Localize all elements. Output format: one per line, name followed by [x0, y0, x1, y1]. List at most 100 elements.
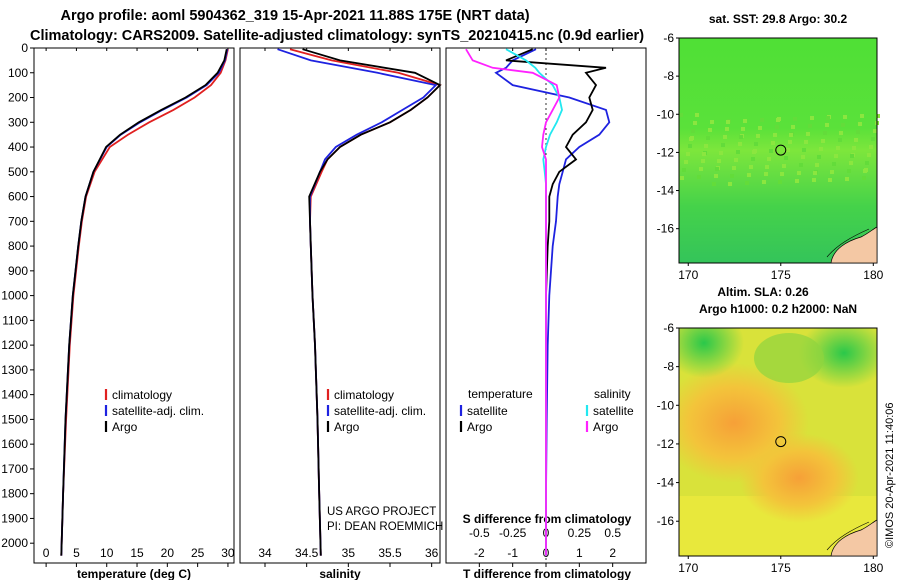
x-tick-label: 35 [342, 546, 356, 560]
sst-texture-cell [841, 123, 845, 127]
sst-texture-cell [869, 145, 873, 149]
sla-map-land [830, 519, 878, 557]
y-tick-label: 100 [8, 66, 28, 80]
sst-texture-cell [876, 114, 880, 118]
sst-texture-cell [743, 119, 747, 123]
sst-texture-cell [679, 113, 683, 117]
x2-tick-label: 0.5 [604, 526, 621, 540]
x-tick-label: -2 [474, 546, 485, 560]
sst-texture-cell [688, 144, 692, 148]
imos-watermark: ©IMOS 20-Apr-2021 11:40:06 [884, 403, 896, 548]
difference-series-salinity-argo [465, 48, 561, 556]
sst-texture-cell [778, 180, 782, 184]
y-tick-label: 1000 [1, 289, 28, 303]
map-y-tick-label: -14 [657, 476, 675, 490]
sst-texture-cell [780, 172, 784, 176]
x2-tick-label: -0.25 [499, 526, 527, 540]
sst-texture-cell [758, 126, 762, 130]
sst-texture-cell [776, 118, 780, 122]
map-y-tick-label: -16 [657, 222, 675, 236]
sst-texture-cell [760, 118, 764, 122]
sla-low-blob [679, 328, 744, 378]
sst-texture-cell [765, 165, 769, 169]
sst-texture-cell [738, 142, 742, 146]
sst-map-title: sat. SST: 29.8 Argo: 30.2 [709, 12, 848, 26]
map-y-tick-label: -16 [657, 514, 675, 528]
sla-map-argo-marker [775, 436, 787, 448]
sst-texture-cell [847, 169, 851, 173]
salinity-legend-2-label: Argo [334, 420, 360, 434]
sst-texture-cell [865, 161, 869, 165]
sst-texture-cell [717, 159, 721, 163]
sst-map-reef-outline [826, 228, 870, 258]
x-tick-label: 1 [576, 546, 583, 560]
x2-tick-label: -0.5 [469, 526, 490, 540]
sst-texture-cell [773, 133, 777, 137]
sla-map-panel: Altim. SLA: 0.26 Argo h1000: 0.2 h2000: N… [657, 285, 884, 575]
sst-texture-cell [854, 138, 858, 142]
sst-texture-cell [863, 169, 867, 173]
sst-texture-cell [693, 121, 697, 125]
map-y-tick-label: -10 [657, 107, 675, 121]
map-y-tick-label: -10 [657, 398, 675, 412]
sst-texture-cell [686, 152, 690, 156]
map-x-tick-label: 180 [863, 561, 883, 575]
sst-texture-cell [732, 166, 736, 170]
y-tick-label: 300 [8, 115, 28, 129]
x-tick-label: -1 [507, 546, 518, 560]
sst-texture-cell [860, 114, 864, 118]
temperature-panel: 0100200300400500600700800900100011001200… [1, 41, 235, 580]
sst-texture-cell [813, 171, 817, 175]
y-tick-label: 1600 [1, 437, 28, 451]
sst-texture-cell [752, 150, 756, 154]
sst-texture-cell [828, 178, 832, 182]
sst-texture-cell [856, 130, 860, 134]
sla-map-title-line1: Altim. SLA: 0.26 [717, 285, 809, 299]
sst-texture-cell [786, 148, 790, 152]
temperature-panel-frame [33, 47, 235, 564]
sst-texture-cell [762, 180, 766, 184]
sst-texture-cell [689, 137, 693, 141]
sst-texture-cell [873, 129, 877, 133]
temperature-series-climatology [60, 49, 229, 556]
x-tick-label: 20 [161, 546, 175, 560]
sst-texture-cell [867, 153, 871, 157]
sst-texture-cell [845, 177, 849, 181]
sst-texture-cell [749, 165, 753, 169]
map-y-tick-label: -6 [663, 321, 674, 335]
map-y-tick-label: -6 [663, 31, 674, 45]
sst-texture-cell [682, 168, 686, 172]
map-x-tick-label: 170 [678, 561, 698, 575]
sst-texture-cell [830, 170, 834, 174]
y-tick-label: 0 [21, 41, 28, 55]
x-tick-label: 36 [425, 546, 439, 560]
sst-texture-cell [862, 176, 866, 180]
sla-low-blob-2 [799, 328, 877, 388]
sla-field-group [679, 328, 877, 556]
sst-texture-cell [806, 132, 810, 136]
sst-texture-cell [782, 164, 786, 168]
sst-texture-cell [821, 139, 825, 143]
temperature-legend-0-label: climatology [112, 388, 172, 402]
sla-map-reef-outline [826, 521, 870, 551]
salinity-series-satellite-adj-clim- [277, 48, 438, 556]
y-tick-label: 1700 [1, 462, 28, 476]
x2-tick-label: 0.25 [568, 526, 592, 540]
x-tick-label: 30 [221, 546, 235, 560]
sst-texture-cell [788, 140, 792, 144]
y-tick-label: 2000 [1, 536, 28, 550]
sst-texture-cell [741, 127, 745, 131]
x-tick-label: 2 [609, 546, 616, 560]
sst-texture-cell [704, 144, 708, 148]
y-tick-label: 1300 [1, 363, 28, 377]
sst-texture-cell [852, 146, 856, 150]
sst-texture-cell [680, 176, 684, 180]
sst-texture-cell [769, 149, 773, 153]
salinity-diff-legend-argo-label: Argo [593, 420, 619, 434]
y-tick-label: 700 [8, 214, 28, 228]
x-tick-label: 5 [73, 546, 80, 560]
temperature-x-axis-label: temperature (deg C) [77, 567, 191, 580]
salinity-panel: 34 34.5 35 35.5 36 salinity climatology satelli… [239, 47, 443, 580]
sst-texture-cell [826, 116, 830, 120]
sst-texture-cell [795, 179, 799, 183]
